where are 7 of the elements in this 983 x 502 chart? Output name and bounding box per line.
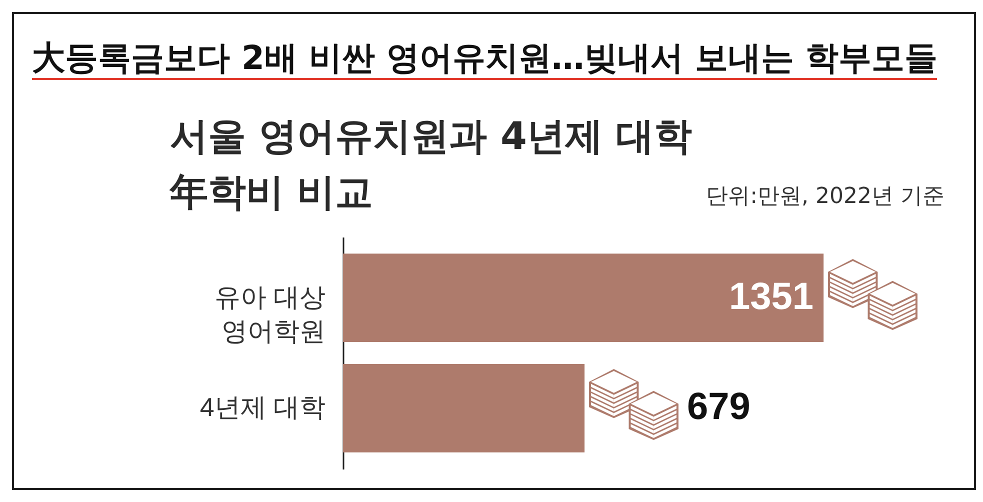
y-tick-label: 유아 대상 영어학원 [214,282,326,346]
text: 단위:만원, 2022년 기준 [706,183,945,211]
chart-subtitle: 서울 영어유치원과 4년제 대학 年학비 비교 [170,113,692,215]
data-label: 1351 [729,276,814,318]
y-tick-label: 4년제 대학 [200,392,326,422]
data-label: 679 [687,386,750,428]
chart-title: 大등록금보다 2배 비싼 영어유치원…빚내서 보내는 학부모들 [32,38,938,78]
